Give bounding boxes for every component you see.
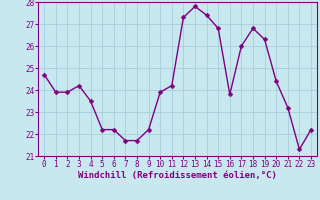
X-axis label: Windchill (Refroidissement éolien,°C): Windchill (Refroidissement éolien,°C) xyxy=(78,171,277,180)
